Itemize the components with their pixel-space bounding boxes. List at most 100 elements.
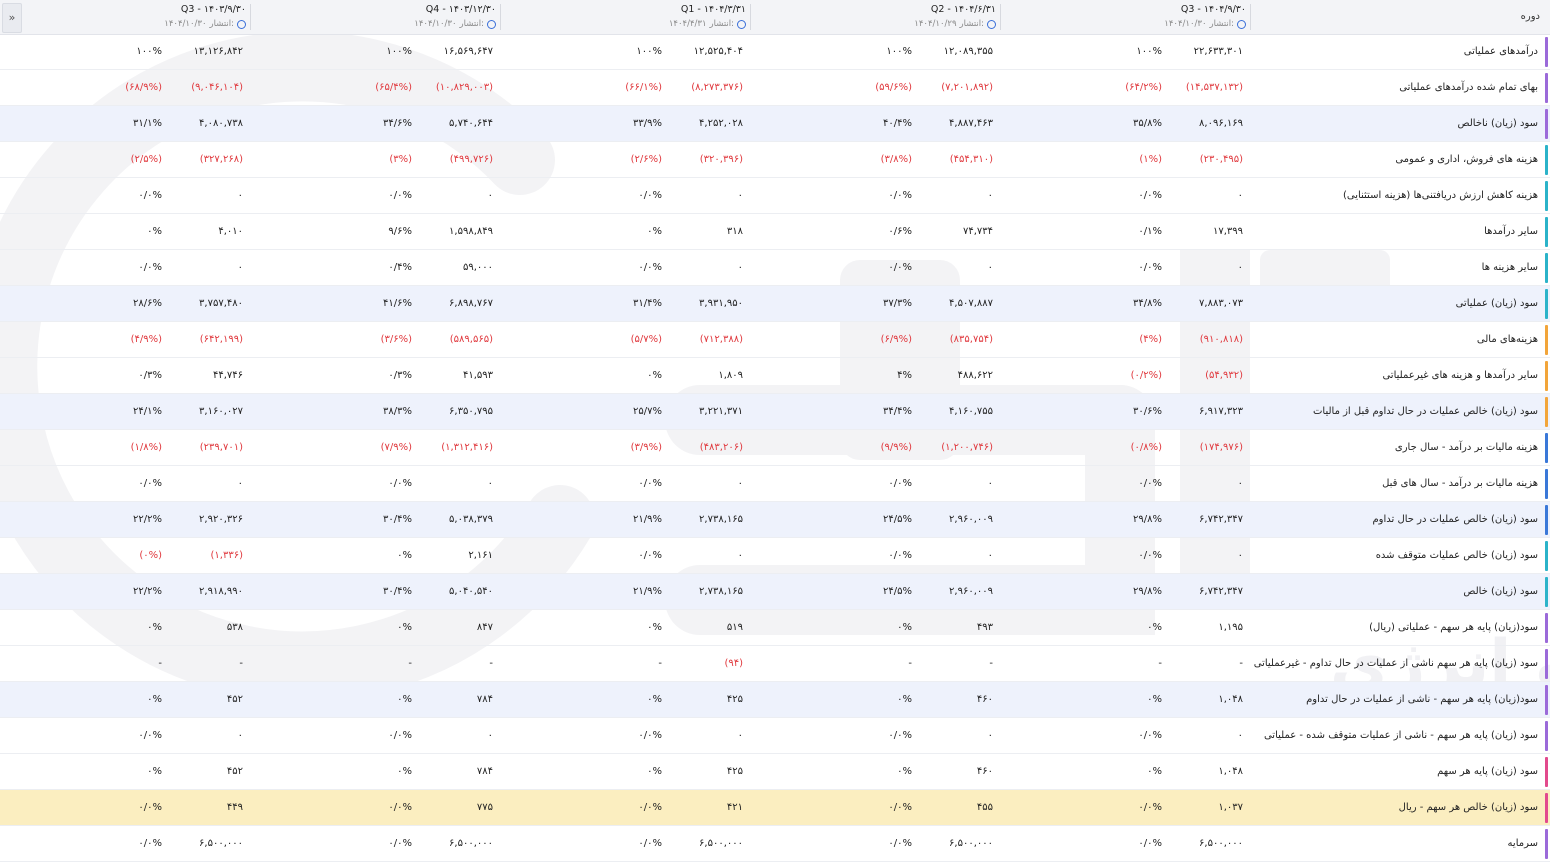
cell-percent: ۲۴/۵%: [883, 514, 912, 525]
publish-label: انتشار:: [209, 19, 234, 29]
table-row[interactable]: سایر درآمدها ۱۷,۳۹۹ ۰/۱% ۷۴,۷۳۴ ۰/۶% ۳۱۸ ۰% ۱,۵…: [0, 214, 1550, 250]
publish-info-icon: [737, 19, 746, 29]
cell-value: ۰: [737, 262, 743, 273]
cell-percent: ۰/۰%: [138, 802, 162, 813]
cell-percent: ۰%: [1147, 694, 1162, 705]
cell-percent: ۰%: [647, 370, 662, 381]
row-category-marker: [1545, 325, 1548, 355]
cell-percent: ۰/۴%: [388, 262, 412, 273]
publish-date-value: ۱۴۰۴/۱۰/۲۹: [914, 19, 957, 29]
cell-percent: ۰/۰%: [638, 730, 662, 741]
cell-percent: ۰%: [897, 766, 912, 777]
row-category-marker: [1545, 829, 1548, 859]
cell-percent: ۳۰/۴%: [383, 514, 412, 525]
table-row[interactable]: بهای تمام شده درآمدهای عملیاتی (۱۴,۵۳۷,۱۳…: [0, 70, 1550, 106]
row-label: هزینه های فروش، اداری و عمومی: [1395, 154, 1538, 165]
table-row[interactable]: سود (زیان) خالص عملیات در حال تداوم قبل …: [0, 394, 1550, 430]
cell-value: ۴۸۸,۶۲۲: [957, 370, 993, 381]
table-row[interactable]: هزینه مالیات بر درآمد - سال جاری (۱۷۴,۹۷۶…: [0, 430, 1550, 466]
cell-percent: (۰/۸%): [1130, 442, 1162, 453]
table-row[interactable]: سایر درآمدها و هزینه های غیرعملیاتی (۵۴,۹…: [0, 358, 1550, 394]
cell-percent: (۳%): [389, 154, 412, 165]
cell-percent: ۱۰۰%: [386, 46, 412, 57]
table-row[interactable]: سود (زیان) عملیاتی ۷,۸۸۳,۰۷۳ ۳۴/۸% ۴,۵۰۷,۸۸…: [0, 286, 1550, 322]
cell-value: ۰: [987, 730, 993, 741]
cell-value: ۰: [487, 730, 493, 741]
table-row[interactable]: سرمایه ۶,۵۰۰,۰۰۰ ۰/۰% ۶,۵۰۰,۰۰۰ ۰/۰% ۶,۵۰۰,۰۰…: [0, 826, 1550, 862]
cell-value: ۸,۰۹۶,۱۶۹: [1199, 118, 1243, 129]
table-row[interactable]: سود (زیان) خالص عملیات در حال تداوم ۶,۷۴۲…: [0, 502, 1550, 538]
table-row[interactable]: سود(زیان) پایه هر سهم - ناشی از عملیات د…: [0, 682, 1550, 718]
cell-percent: ۰%: [147, 694, 162, 705]
quarter-column-header[interactable]: Q4 - ۱۴۰۳/۱۲/۳۰ ۱۴۰۴/۱۰/۳۰ انتشار:: [252, 0, 500, 34]
column-divider: [250, 4, 251, 30]
row-category-marker: [1545, 109, 1548, 139]
cell-percent: ۴%: [897, 370, 912, 381]
quarter-title: Q3 - ۱۴۰۴/۹/۳۰: [1180, 4, 1246, 15]
row-category-marker: [1545, 433, 1548, 463]
table-row[interactable]: هزینه کاهش ارزش دریافتنی‌ها (هزینه استثن…: [0, 178, 1550, 214]
cell-percent: ۰/۰%: [888, 838, 912, 849]
row-category-marker: [1545, 541, 1548, 571]
cell-percent: ۰%: [147, 622, 162, 633]
row-label: درآمدهای عملیاتی: [1463, 46, 1538, 57]
double-chevron-icon: »: [8, 11, 16, 24]
table-row[interactable]: سود(زیان) پایه هر سهم - عملیاتی (ریال) ۱,…: [0, 610, 1550, 646]
table-row[interactable]: سود (زیان) خالص ۶,۷۴۲,۳۴۷ ۲۹/۸% ۲,۹۶۰,۰۰۹ ۲۴…: [0, 574, 1550, 610]
table-row[interactable]: هزینه های فروش، اداری و عمومی (۲۳۰,۴۹۵) (۱…: [0, 142, 1550, 178]
row-category-marker: [1545, 217, 1548, 247]
row-category-marker: [1545, 73, 1548, 103]
cell-value: ۶,۵۰۰,۰۰۰: [449, 838, 493, 849]
cell-value: ۱,۸۰۹: [718, 370, 743, 381]
cell-value: ۱,۱۹۵: [1218, 622, 1243, 633]
cell-percent: ۰/۰%: [888, 478, 912, 489]
cell-percent: ۰/۰%: [388, 838, 412, 849]
cell-percent: ۰/۰%: [638, 838, 662, 849]
row-label: سود (زیان) پایه هر سهم: [1437, 766, 1538, 777]
cell-value: ۱۷,۳۹۹: [1212, 226, 1243, 237]
quarter-column-header[interactable]: Q3 - ۱۴۰۳/۹/۳۰ ۱۴۰۴/۱۰/۳۰ انتشار:: [2, 0, 250, 34]
cell-value: ۰: [1237, 190, 1243, 201]
table-row[interactable]: سود (زیان) خالص عملیات متوقف شده ۰ ۰/۰% ۰ ۰/…: [0, 538, 1550, 574]
period-column-label: دوره: [1520, 11, 1540, 22]
row-label: سود (زیان) عملیاتی: [1455, 298, 1538, 309]
quarter-column-header[interactable]: Q1 - ۱۴۰۴/۳/۳۱ ۱۴۰۴/۴/۳۱ انتشار:: [502, 0, 750, 34]
row-category-marker: [1545, 721, 1548, 751]
cell-percent: ۰%: [647, 622, 662, 633]
publish-date-value: ۱۴۰۴/۱۰/۳۰: [164, 19, 207, 29]
table-row[interactable]: سود (زیان) خالص هر سهم - ریال ۱,۰۳۷ ۰/۰% ۴۵…: [0, 790, 1550, 826]
table-row[interactable]: درآمدهای عملیاتی ۲۲,۶۳۳,۳۰۱ ۱۰۰% ۱۲,۰۸۹,۳۵۵…: [0, 34, 1550, 70]
table-row[interactable]: هزینه مالیات بر درآمد - سال های قبل ۰ ۰/۰%…: [0, 466, 1550, 502]
cell-percent: ۳۴/۴%: [883, 406, 912, 417]
cell-percent: ۰%: [897, 694, 912, 705]
cell-percent: ۰/۰%: [1138, 478, 1162, 489]
quarter-column-header[interactable]: Q2 - ۱۴۰۴/۶/۳۱ ۱۴۰۴/۱۰/۲۹ انتشار:: [752, 0, 1000, 34]
cell-percent: (۷/۹%): [380, 442, 412, 453]
publish-label: انتشار:: [459, 19, 484, 29]
cell-value: ۰: [987, 190, 993, 201]
table-row[interactable]: سایر هزینه ها ۰ ۰/۰% ۰ ۰/۰% ۰ ۰/۰% ۵۹,۰۰۰ ۰/۴% ۰ ۰…: [0, 250, 1550, 286]
row-category-marker: [1545, 505, 1548, 535]
cell-percent: ۰/۳%: [388, 370, 412, 381]
table-row[interactable]: سود (زیان) پایه هر سهم ۱,۰۴۸ ۰% ۴۶۰ ۰% ۴۲۵ ۰% ۷…: [0, 754, 1550, 790]
publish-info-icon: [987, 19, 996, 29]
publish-label: انتشار:: [959, 19, 984, 29]
table-row[interactable]: سود (زیان) پایه هر سهم - ناشی از عملیات …: [0, 718, 1550, 754]
table-row[interactable]: سود (زیان) ناخالص ۸,۰۹۶,۱۶۹ ۳۵/۸% ۴,۸۸۷,۴۶۳…: [0, 106, 1550, 142]
cell-percent: ۰/۶%: [888, 226, 912, 237]
cell-percent: ۰/۰%: [1138, 550, 1162, 561]
cell-value: ۶,۵۰۰,۰۰۰: [199, 838, 243, 849]
cell-percent: (۱/۸%): [130, 442, 162, 453]
row-label: سود (زیان) خالص هر سهم - ریال: [1398, 802, 1538, 813]
cell-value: ۰: [737, 730, 743, 741]
publish-date: ۱۴۰۴/۱۰/۳۰ انتشار:: [1164, 19, 1246, 29]
cell-percent: ۲۱/۹%: [633, 514, 662, 525]
publish-info-icon: [487, 19, 496, 29]
cell-value: ۶,۵۰۰,۰۰۰: [699, 838, 743, 849]
quarter-column-header[interactable]: Q3 - ۱۴۰۴/۹/۳۰ ۱۴۰۴/۱۰/۳۰ انتشار:: [1002, 0, 1250, 34]
table-row[interactable]: هزینه‌های مالی (۹۱۰,۸۱۸) (۴%) (۸۳۵,۷۵۴) (۶/۹…: [0, 322, 1550, 358]
table-row[interactable]: سود (زیان) پایه هر سهم ناشی از عملیات در…: [0, 646, 1550, 682]
cell-value: ۱,۰۳۷: [1218, 802, 1243, 813]
cell-percent: -: [908, 658, 912, 669]
cell-value: (۸۳۵,۷۵۴): [949, 334, 993, 345]
